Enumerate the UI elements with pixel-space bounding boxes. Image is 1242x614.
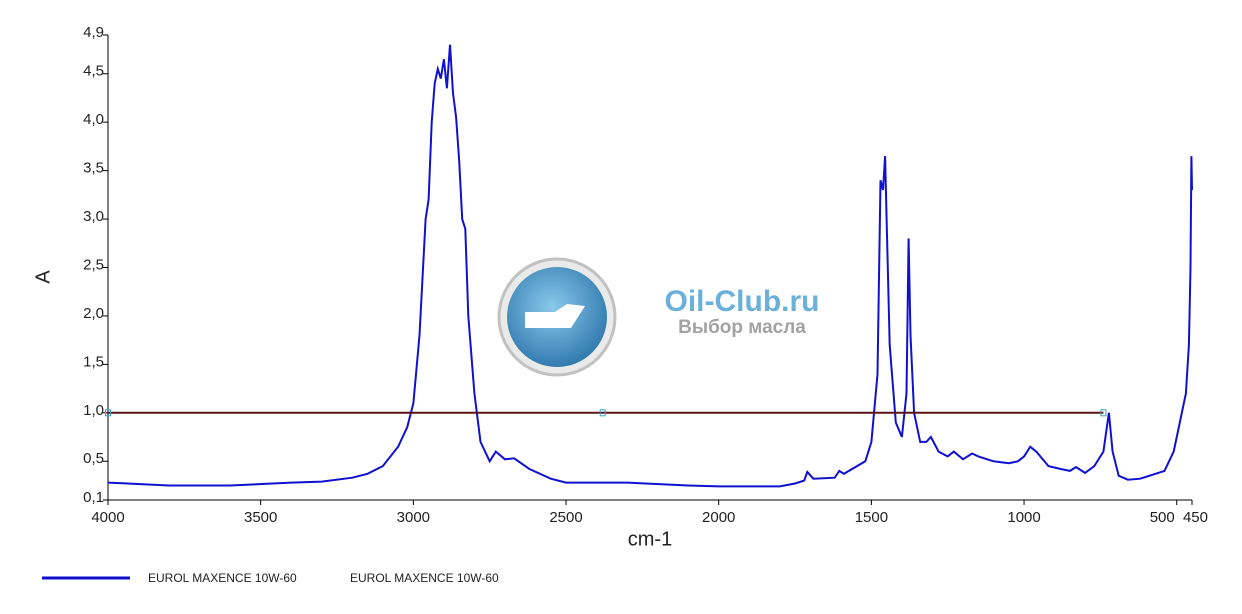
x-tick-label: 1500 (855, 509, 888, 526)
x-tick-label: 3500 (244, 509, 277, 526)
legend-label: EUROL MAXENCE 10W-60 (350, 571, 499, 585)
y-tick-label: 4,9 (83, 24, 104, 41)
x-tick-label: 3000 (397, 509, 430, 526)
y-tick-label: 4,5 (83, 63, 104, 80)
point-marker (1100, 409, 1107, 417)
watermark-subtitle: Выбор масла (678, 317, 806, 338)
y-tick-label: 2,0 (83, 305, 104, 322)
series-line (107, 44, 1193, 488)
point-marker (105, 409, 111, 417)
y-tick-label: 1,5 (83, 353, 104, 370)
y-tick-label: 3,0 (83, 208, 104, 225)
watermark: Oil-Club.ru Выбор масла (497, 257, 820, 377)
x-axis-title: cm-1 (628, 528, 672, 550)
watermark-title: Oil-Club.ru (665, 285, 820, 318)
x-tick-label: 2000 (702, 509, 735, 526)
y-tick-label: 3,5 (83, 160, 104, 177)
y-tick-label: 1,0 (83, 402, 104, 419)
y-tick-label: 2,5 (83, 256, 104, 273)
x-tick-label: 2500 (549, 509, 582, 526)
x-tick-label: 4000 (91, 509, 124, 526)
legend-label: EUROL MAXENCE 10W-60 (148, 571, 297, 585)
y-axis-title: A (32, 270, 54, 284)
y-tick-label: 0,5 (83, 450, 104, 467)
y-tick-label: 0,1 (83, 489, 104, 506)
point-marker (599, 409, 606, 417)
x-tick-label: 450 (1183, 509, 1208, 526)
x-tick-label: 1000 (1007, 509, 1040, 526)
y-tick-label: 4,0 (83, 111, 104, 128)
x-tick-label: 500 (1150, 509, 1175, 526)
